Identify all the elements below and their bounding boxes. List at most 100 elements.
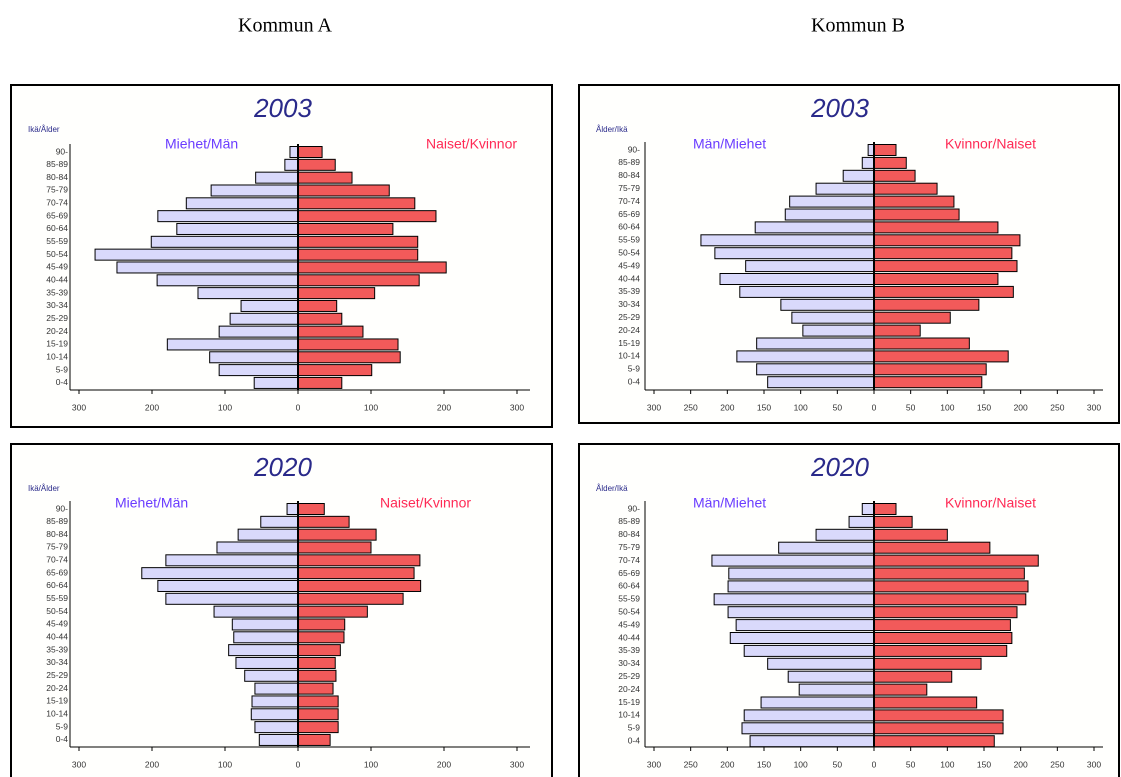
- bar: [297, 248, 419, 261]
- x-tick-label: 200: [145, 759, 159, 769]
- x-tick-label: 100: [218, 402, 232, 412]
- chart-title: 2020: [810, 452, 869, 482]
- bar: [873, 285, 1014, 298]
- bar: [743, 644, 875, 657]
- y-axis-label: Ålder/Ikä: [596, 125, 628, 134]
- bar: [735, 619, 875, 632]
- x-tick-label: 200: [1014, 759, 1028, 769]
- legend-label: Kvinnor/Naiset: [945, 495, 1036, 511]
- y-tick-label: 25-29: [618, 312, 640, 322]
- bar: [233, 631, 299, 644]
- bar: [258, 733, 299, 746]
- y-tick-label: 45-49: [46, 262, 68, 272]
- x-tick-label: 300: [72, 402, 86, 412]
- y-axis-label: Ålder/Ikä: [596, 484, 628, 493]
- bar: [94, 248, 299, 261]
- bar: [873, 273, 999, 285]
- chart-panel: 2020 Ålder/Ikä Män/Miehet Kvinnor/Naiset 90-…: [578, 443, 1120, 777]
- bar: [197, 287, 299, 300]
- bar: [787, 670, 875, 683]
- bar: [260, 515, 299, 528]
- y-tick-label: 50-54: [618, 606, 640, 616]
- bar: [297, 235, 419, 248]
- bar: [791, 311, 875, 324]
- legend-label: Kvinnor/Naiset: [945, 136, 1036, 152]
- bar: [116, 261, 299, 274]
- bar: [754, 221, 875, 234]
- y-tick-label: 25-29: [46, 313, 68, 323]
- legend-label: Miehet/Män: [115, 495, 188, 511]
- bar: [297, 733, 331, 746]
- bar: [873, 376, 983, 389]
- legend-label: Män/Miehet: [693, 495, 766, 511]
- column-header: Kommun A: [238, 15, 332, 37]
- bar: [297, 554, 421, 567]
- bar: [873, 298, 980, 311]
- x-tick-label: 250: [1050, 402, 1064, 412]
- bar: [141, 567, 299, 580]
- bar: [297, 708, 339, 721]
- bar: [297, 287, 376, 300]
- bar: [297, 146, 323, 158]
- bar: [297, 171, 353, 184]
- y-tick-label: 55-59: [46, 236, 68, 246]
- bar: [873, 644, 1008, 657]
- bar: [873, 567, 1025, 580]
- bar: [297, 682, 334, 695]
- y-tick-label: 70-74: [618, 555, 640, 565]
- bar: [873, 337, 970, 350]
- y-tick-label: 15-19: [46, 339, 68, 349]
- y-tick-label: 85-89: [618, 516, 640, 526]
- bar: [873, 324, 921, 337]
- bar: [873, 363, 987, 376]
- bar: [165, 554, 299, 567]
- bar: [873, 722, 1004, 735]
- y-tick-label: 75-79: [46, 542, 68, 552]
- y-tick-label: 20-24: [618, 684, 640, 694]
- bar: [873, 311, 951, 324]
- y-tick-label: 30-34: [46, 657, 68, 667]
- y-tick-label: 80-84: [46, 529, 68, 539]
- bar: [714, 247, 875, 260]
- y-tick-label: 20-24: [618, 325, 640, 335]
- bar: [297, 503, 325, 515]
- bar: [297, 338, 399, 351]
- x-tick-label: 250: [1050, 759, 1064, 769]
- x-tick-label: 100: [364, 402, 378, 412]
- x-tick-label: 200: [145, 402, 159, 412]
- bar: [157, 210, 299, 223]
- y-tick-label: 35-39: [618, 286, 640, 296]
- bar: [749, 735, 875, 748]
- bar: [873, 503, 897, 515]
- bar: [756, 363, 875, 376]
- bar: [727, 606, 875, 619]
- y-tick-label: 10-14: [618, 351, 640, 361]
- bar: [873, 735, 995, 748]
- x-tick-label: 300: [1087, 759, 1101, 769]
- bar: [216, 541, 299, 554]
- x-tick-label: 50: [906, 402, 916, 412]
- y-tick-label: 35-39: [618, 645, 640, 655]
- x-tick-label: 50: [833, 402, 843, 412]
- bar: [873, 606, 1018, 619]
- y-tick-label: 80-84: [46, 172, 68, 182]
- y-tick-label: 50-54: [46, 606, 68, 616]
- bar: [798, 683, 875, 696]
- y-tick-label: 0-4: [628, 376, 641, 386]
- bar: [150, 235, 299, 248]
- bar: [760, 696, 875, 709]
- y-tick-label: 20-24: [46, 326, 68, 336]
- y-tick-label: 15-19: [618, 697, 640, 707]
- y-tick-label: 5-9: [628, 364, 641, 374]
- y-tick-label: 5-9: [56, 721, 69, 731]
- x-tick-label: 150: [757, 759, 771, 769]
- y-tick-label: 60-64: [618, 581, 640, 591]
- bar: [711, 554, 875, 567]
- bar: [297, 299, 338, 312]
- bar: [297, 695, 339, 708]
- y-tick-label: 0-4: [628, 735, 641, 745]
- bar: [739, 285, 875, 298]
- y-tick-label: 25-29: [618, 671, 640, 681]
- column-header: Kommun B: [811, 15, 905, 37]
